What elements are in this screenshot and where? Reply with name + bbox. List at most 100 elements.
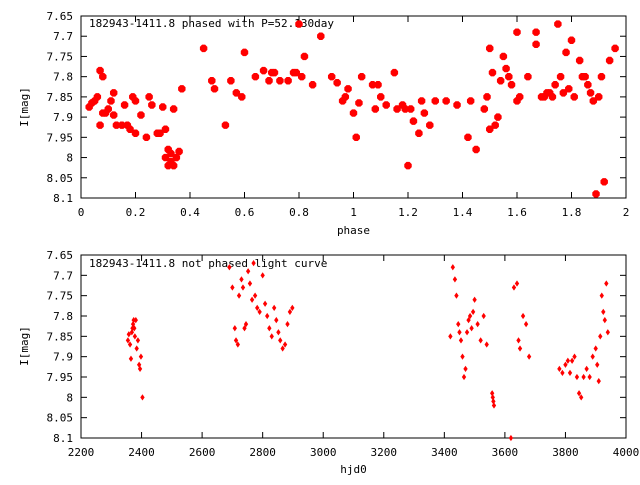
data-point [142,133,151,142]
data-point [456,321,461,328]
data-point [452,276,458,283]
data-point [265,312,270,320]
data-point [161,125,170,133]
data-point [377,93,385,101]
data-point [407,105,415,113]
data-point [404,161,412,170]
y-tick-label: 7.8 [53,310,73,323]
data-point [587,373,592,381]
data-point [480,105,489,113]
x-tick-label: 0.6 [235,206,255,219]
data-point [132,333,138,340]
data-point [511,284,517,291]
data-point [172,153,181,162]
data-point [230,284,235,291]
data-point [169,105,178,113]
y-tick-label: 7.75 [47,290,74,303]
data-point [532,40,540,49]
y-tick-label: 7.85 [47,91,74,104]
x-tick-label: 3200 [371,446,398,459]
data-point [464,133,472,142]
x-tick-label: 1.8 [562,206,582,219]
x-tick-label: 1.6 [507,206,527,219]
data-point [240,284,246,291]
data-point [242,325,247,332]
data-point [420,109,429,117]
data-point [236,292,242,299]
data-point [355,99,363,107]
x-tick-label: 2600 [189,446,216,459]
data-point [333,79,341,87]
x-tick-label: 1.2 [398,206,418,219]
data-point [109,89,118,97]
data-point [134,345,139,352]
data-point [349,109,358,117]
y-tick-label: 7.9 [53,111,73,124]
data-point [600,178,608,186]
data-point [233,337,239,344]
data-point [260,272,265,279]
x-tick-label: 2 [623,206,630,219]
data-point [227,264,232,271]
data-point [140,394,145,401]
data-point [488,68,497,77]
data-point [265,76,273,85]
data-point [169,161,178,170]
data-point [463,365,468,372]
data-point [576,390,582,397]
data-point [290,304,295,311]
data-point [221,121,230,129]
data-point [598,333,603,340]
chart-title: 182943-1411.8 phased with P=52.130day [89,17,334,30]
data-point [461,373,467,381]
data-point [526,353,532,360]
data-point [371,105,380,113]
x-tick-label: 2200 [68,446,95,459]
data-point [611,44,619,53]
x-tick-label: 4000 [613,446,640,459]
data-point [138,353,144,360]
x-tick-label: 2400 [128,446,155,459]
data-point [357,72,366,81]
data-point [496,76,505,85]
data-point [472,296,477,303]
data-point [382,101,390,109]
data-point [595,361,600,368]
data-point [595,93,603,101]
data-point [516,93,524,101]
x-tick-label: 1 [350,206,357,219]
data-point [596,377,601,385]
data-point [532,28,540,36]
data-point [513,28,521,36]
data-point [584,81,592,89]
data-point [605,329,610,336]
data-point [128,355,134,362]
data-point [597,72,606,81]
data-point [486,44,494,53]
data-point [450,264,455,271]
data-point [565,357,571,364]
data-point [601,308,606,316]
data-point [567,369,573,377]
data-point [581,72,589,81]
data-point [517,345,523,352]
y-tick-label: 7.85 [47,330,74,343]
data-point [505,72,513,81]
data-point [556,72,565,81]
data-point [227,76,235,85]
data-point [239,276,244,283]
data-point [210,85,219,93]
y-tick-label: 7.7 [53,269,73,282]
data-point [458,337,464,344]
data-point [252,292,258,299]
x-tick-label: 0.2 [126,206,146,219]
y-tick-label: 8 [66,152,73,165]
data-point [126,125,134,133]
y-tick-label: 8.05 [47,172,74,185]
data-point [93,93,102,101]
data-point [344,85,352,93]
y-tick-label: 8.1 [53,192,73,205]
